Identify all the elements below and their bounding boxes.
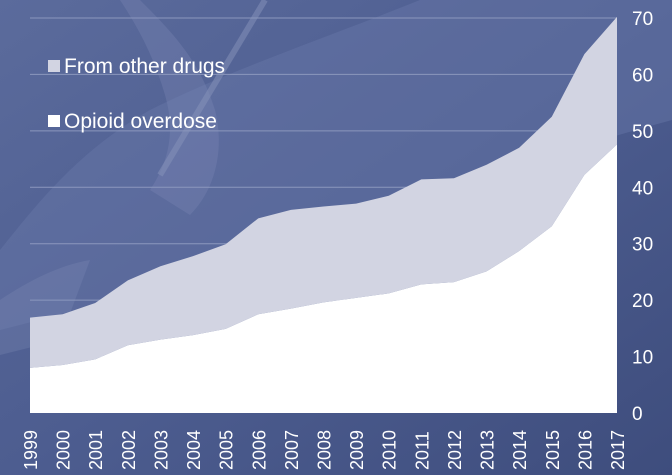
x-tick-label-2011: 2011 xyxy=(412,431,432,470)
x-tick-label-2007: 2007 xyxy=(282,430,302,470)
x-tick-label-2006: 2006 xyxy=(249,430,269,470)
x-tick-label-2012: 2012 xyxy=(445,430,465,470)
x-tick-label-2005: 2005 xyxy=(217,430,237,470)
x-tick-label-2004: 2004 xyxy=(184,430,204,470)
y-tick-label-60: 60 xyxy=(632,65,653,86)
y-tick-label-70: 70 xyxy=(632,9,653,30)
legend-swatch-opioid-overdose xyxy=(48,115,60,127)
x-tick-label-2009: 2009 xyxy=(347,430,367,470)
areas xyxy=(30,16,617,413)
legend-label-from-other-drugs: From other drugs xyxy=(64,55,225,78)
x-tick-label-2002: 2002 xyxy=(119,430,139,470)
x-tick-label-2008: 2008 xyxy=(315,430,335,470)
x-tick-label-2016: 2016 xyxy=(575,430,595,470)
y-tick-label-20: 20 xyxy=(632,291,653,312)
x-tick-label-2014: 2014 xyxy=(510,430,530,470)
area-from-other-drugs xyxy=(30,16,617,368)
y-tick-label-40: 40 xyxy=(632,178,653,199)
x-tick-label-1999: 1999 xyxy=(21,430,41,470)
y-tick-label-30: 30 xyxy=(632,235,653,256)
x-axis-ticks: 1999 2000 2001 2002 2003 2004 2005 2006 2007 2008… xyxy=(21,430,628,470)
x-tick-label-2013: 2013 xyxy=(478,430,498,470)
y-axis-ticks: 0 10 20 30 40 50 60 70 xyxy=(632,9,653,425)
x-tick-label-2017: 2017 xyxy=(608,430,628,470)
legend: From other drugs Opioid overdose xyxy=(48,55,225,133)
x-tick-label-2000: 2000 xyxy=(54,430,74,470)
x-tick-label-2015: 2015 xyxy=(543,430,563,470)
x-tick-label-2010: 2010 xyxy=(380,430,400,470)
area-opioid-overdose xyxy=(30,144,617,413)
y-tick-label-50: 50 xyxy=(632,122,653,143)
y-tick-label-0: 0 xyxy=(632,404,643,425)
y-tick-label-10: 10 xyxy=(632,348,653,369)
x-tick-label-2003: 2003 xyxy=(151,430,171,470)
legend-label-opioid-overdose: Opioid overdose xyxy=(64,110,217,133)
legend-swatch-from-other-drugs xyxy=(48,60,60,72)
x-tick-label-2001: 2001 xyxy=(86,430,106,470)
